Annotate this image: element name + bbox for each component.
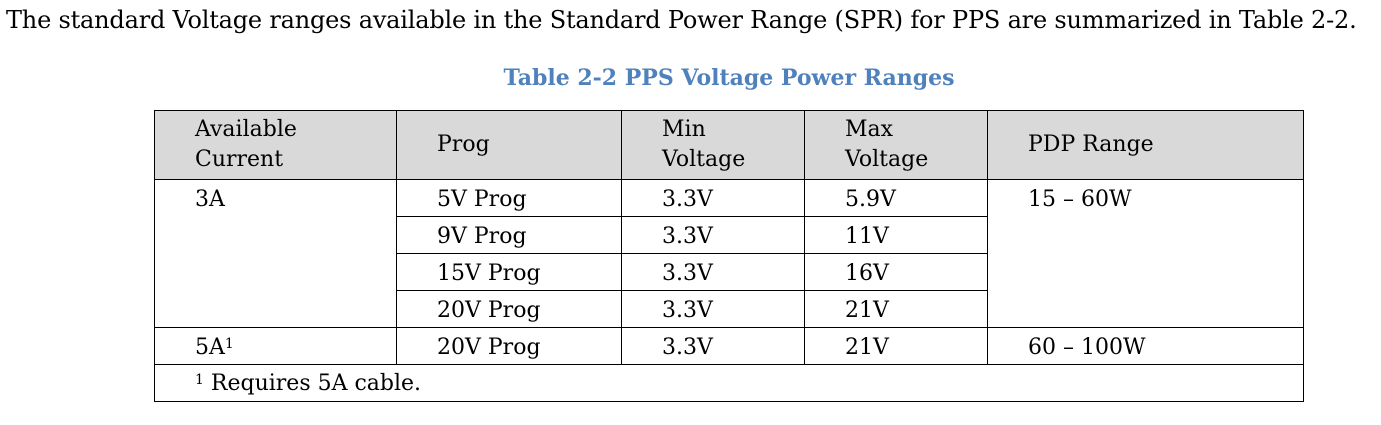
header-pdp-range: PDP Range: [987, 110, 1304, 180]
intro-paragraph: The standard Voltage ranges available in…: [6, 6, 1357, 34]
cell-max-voltage: 5.9V: [804, 179, 988, 217]
pps-voltage-table: Available Current Prog Min Voltage Max V…: [154, 110, 1304, 402]
cell-current-5a: 5A1: [154, 327, 397, 365]
table-row: 9V Prog 3.3V 11V: [155, 216, 1304, 254]
cell-max-voltage: 21V: [804, 290, 988, 328]
table-header-row: Available Current Prog Min Voltage Max V…: [154, 110, 1304, 180]
cell-pdp-range-3a: 15 – 60W: [987, 179, 1304, 328]
cell-pdp-range-5a: 60 – 100W: [987, 327, 1304, 365]
header-min-voltage-line-1: Min: [662, 117, 706, 142]
table-footnote-row: 1 Requires 5A cable.: [154, 364, 1304, 402]
footnote-marker: 1: [195, 372, 204, 388]
header-prog: Prog: [396, 110, 622, 180]
header-available-current-line-1: Available: [195, 117, 297, 142]
cell-prog: 5V Prog: [396, 179, 622, 217]
header-max-voltage-line-1: Max: [845, 117, 894, 142]
cell-max-voltage: 21V: [804, 327, 988, 365]
footnote-text: Requires 5A cable.: [203, 371, 422, 396]
cell-max-voltage: 11V: [804, 216, 988, 254]
header-max-voltage-line-2: Voltage: [845, 147, 929, 172]
cell-min-voltage: 3.3V: [621, 253, 805, 291]
cell-prog: 15V Prog: [396, 253, 622, 291]
table-row: 3A 5V Prog 3.3V 5.9V 15 – 60W: [154, 179, 1304, 328]
header-available-current: Available Current: [154, 110, 397, 180]
table-row: 5A1 20V Prog 3.3V 21V 60 – 100W: [154, 327, 1304, 365]
cell-min-voltage: 3.3V: [621, 179, 805, 217]
header-min-voltage-line-2: Voltage: [662, 147, 746, 172]
cell-max-voltage: 16V: [804, 253, 988, 291]
cell-prog: 9V Prog: [396, 216, 622, 254]
table-footnote: 1 Requires 5A cable.: [154, 364, 1304, 402]
cell-current-5a-label: 5A: [195, 335, 225, 360]
footnote-reference: 1: [224, 336, 234, 352]
header-min-voltage: Min Voltage: [621, 110, 805, 180]
header-available-current-line-2: Current: [195, 147, 284, 172]
cell-current-3a: 3A: [154, 179, 397, 328]
cell-min-voltage: 3.3V: [621, 327, 805, 365]
cell-prog: 20V Prog: [396, 290, 622, 328]
cell-min-voltage: 3.3V: [621, 216, 805, 254]
header-max-voltage: Max Voltage: [804, 110, 988, 180]
table-caption: Table 2-2 PPS Voltage Power Ranges: [503, 65, 955, 91]
cell-min-voltage: 3.3V: [621, 290, 805, 328]
cell-prog: 20V Prog: [396, 327, 622, 365]
